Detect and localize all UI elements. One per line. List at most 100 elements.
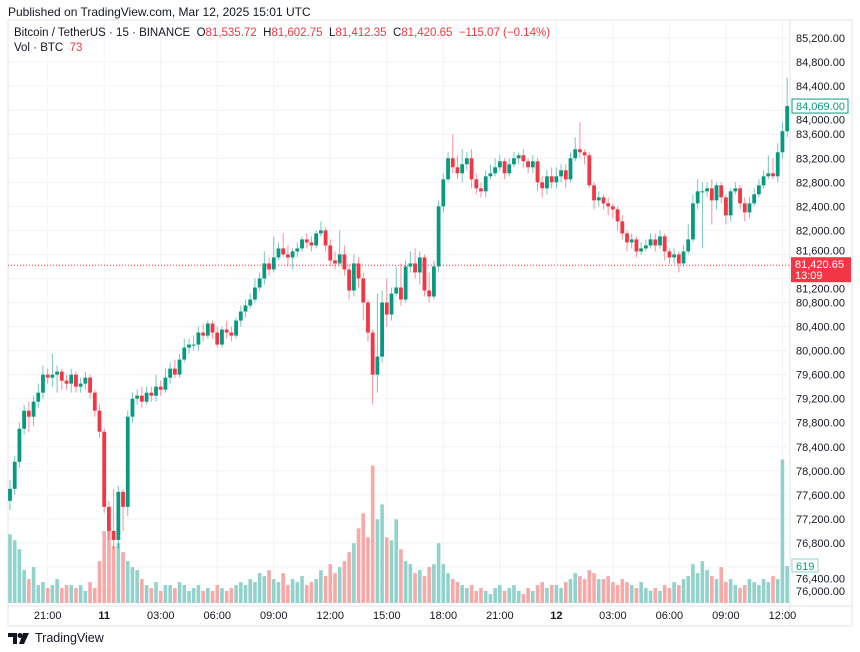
volume-bar <box>488 594 493 603</box>
candle-body <box>158 386 163 390</box>
candle-body <box>220 329 224 345</box>
volume-bar <box>333 573 337 603</box>
volume-bar <box>408 564 413 603</box>
tradingview-logo[interactable]: TradingView <box>8 631 104 646</box>
volume-label[interactable]: Vol · BTC <box>14 42 64 54</box>
volume-bar <box>483 591 488 603</box>
high-value: 81,602.75 <box>271 27 323 39</box>
volume-bar <box>587 570 592 603</box>
candle-body <box>653 239 658 246</box>
candle-body <box>394 287 399 294</box>
candle-body <box>26 410 31 417</box>
volume-bar <box>389 540 394 603</box>
candle-body <box>243 305 248 312</box>
candle-body <box>238 311 243 321</box>
price-tick-label: 78,000.00 <box>796 466 845 478</box>
volume-bar <box>757 585 761 603</box>
candle-body <box>318 230 323 234</box>
volume-bar <box>328 564 333 603</box>
candle-body <box>8 488 12 501</box>
volume-bar <box>140 579 144 603</box>
volume-bar <box>620 579 625 603</box>
candle-body <box>281 248 286 255</box>
candle-body <box>215 332 220 345</box>
volume-bar <box>615 585 620 603</box>
candle-body <box>695 191 700 204</box>
symbol-label[interactable]: Bitcoin / TetherUS · 15 · BINANCE <box>14 27 191 39</box>
candle-body <box>125 416 130 507</box>
candle-body <box>427 290 432 297</box>
volume-bar <box>8 534 12 603</box>
volume-bar <box>74 588 78 603</box>
volume-bar <box>281 573 285 603</box>
candle-body <box>629 239 634 243</box>
candle-body <box>549 176 554 183</box>
candle-body <box>530 161 535 168</box>
price-tick-label: 83,600.00 <box>796 129 845 141</box>
time-tick-label: 09:00 <box>260 610 288 622</box>
candle-body <box>521 155 526 162</box>
price-tick-label: 79,200.00 <box>796 394 845 406</box>
volume-bar <box>611 582 615 603</box>
candle-body <box>168 368 173 378</box>
volume-bar <box>516 591 521 603</box>
volume-bar <box>422 576 427 603</box>
volume-bar <box>45 588 50 603</box>
volume-bar <box>724 582 728 603</box>
candle-body <box>761 176 766 186</box>
volume-bar <box>700 561 705 603</box>
volume-bar <box>229 588 234 603</box>
volume-bar <box>479 588 483 603</box>
volume-bar <box>441 564 446 603</box>
candle-body <box>187 344 191 348</box>
volume-bar <box>187 591 191 603</box>
price-tick-label: 80,000.00 <box>796 346 845 358</box>
low-label: L <box>328 27 336 39</box>
volume-bar <box>234 585 238 603</box>
current-price-label-box <box>791 257 851 283</box>
volume-bar <box>290 579 295 603</box>
volume-bar <box>201 591 205 603</box>
candle-body <box>139 395 144 402</box>
volume-bar <box>559 588 563 603</box>
price-tick-label: 84,400.00 <box>796 81 845 93</box>
candle-body <box>370 332 375 375</box>
volume-bar <box>314 579 318 603</box>
time-tick-label: 21:00 <box>486 610 514 622</box>
candle-body <box>111 530 116 540</box>
volume-bar <box>592 573 596 603</box>
volume-bar <box>356 528 361 603</box>
volume-bar <box>31 567 36 603</box>
candle-body <box>107 506 111 531</box>
candle-body <box>714 185 719 201</box>
volume-bar <box>554 585 559 603</box>
volume-bar <box>568 579 573 603</box>
candle-body <box>196 332 201 345</box>
volume-bar <box>361 513 366 603</box>
volume-bar <box>154 582 158 603</box>
candle-body <box>676 254 681 264</box>
candle-body <box>323 230 328 246</box>
volume-bar <box>512 585 516 603</box>
price-tick-label: 77,200.00 <box>796 514 845 526</box>
volume-bar <box>691 564 695 603</box>
candle-body <box>413 263 417 273</box>
candle-body <box>573 149 578 159</box>
volume-bar <box>672 582 676 603</box>
candle-body <box>474 179 479 189</box>
candle-body <box>267 263 271 270</box>
candle-body <box>554 176 559 183</box>
candle-body <box>191 344 196 346</box>
open-label: O <box>196 27 206 39</box>
price-tick-label: 84,000.00 <box>796 115 845 127</box>
volume-bar <box>177 582 182 603</box>
volume-bar <box>257 573 262 603</box>
volume-bar <box>629 585 634 603</box>
time-tick-label: 12:00 <box>769 610 797 622</box>
candle-body <box>512 158 516 165</box>
price-tick-label: 76,800.00 <box>796 538 845 550</box>
candle-body <box>201 332 206 336</box>
candle-body <box>775 152 780 177</box>
price-tick-label: 80,400.00 <box>796 322 845 334</box>
